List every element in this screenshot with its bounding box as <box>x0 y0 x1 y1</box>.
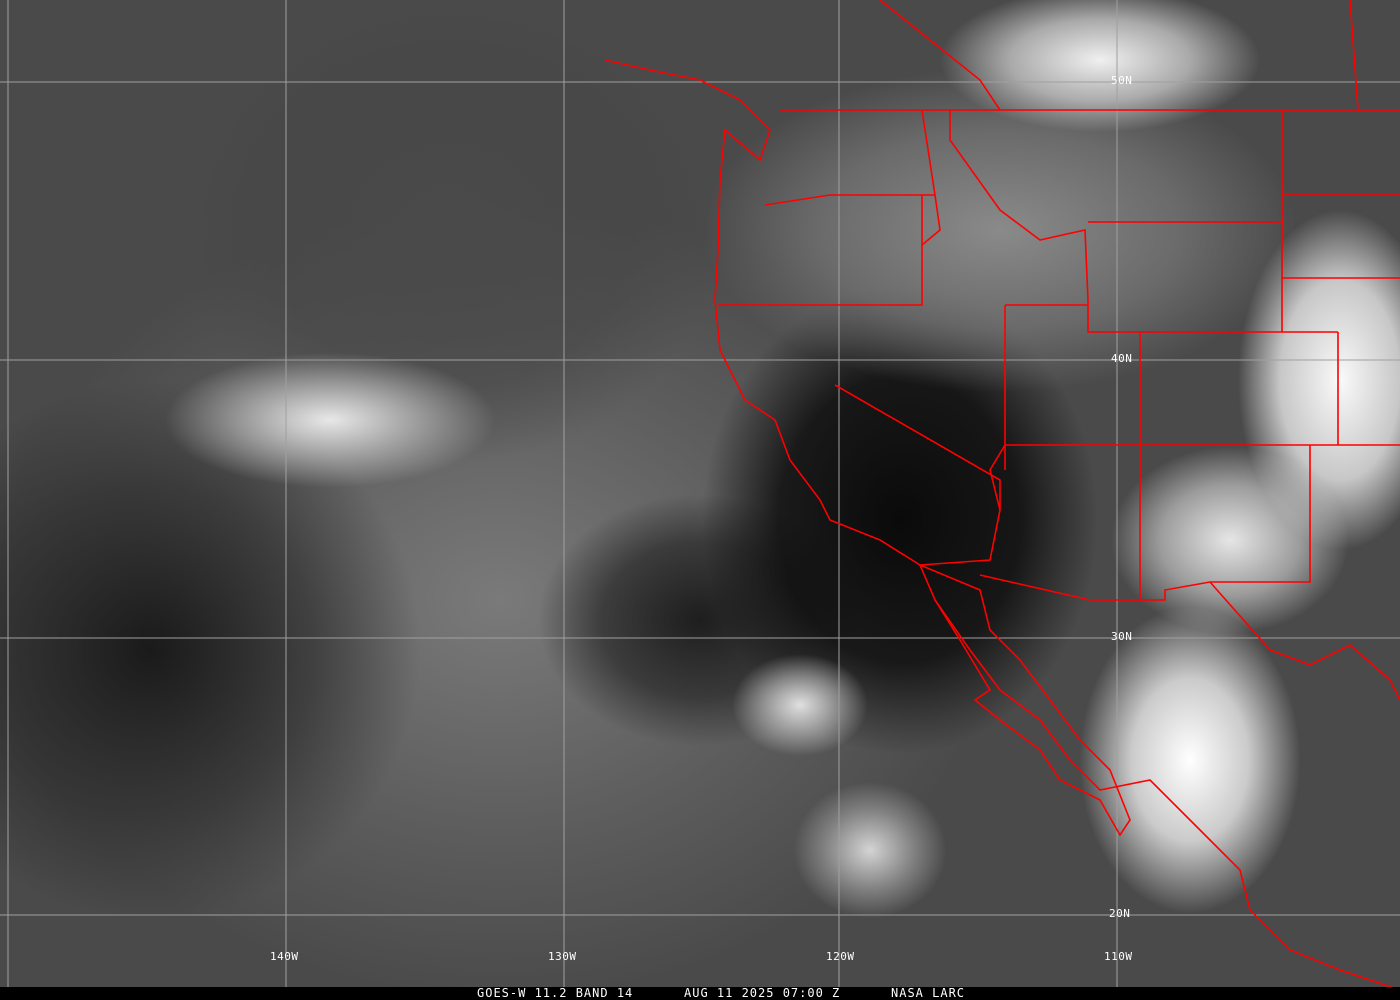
lon-label-120w: 120W <box>826 950 855 963</box>
lat-label-40n: 40N <box>1111 352 1133 365</box>
lat-label-50n: 50N <box>1111 74 1133 87</box>
baja-california <box>919 564 1131 837</box>
coastline-west <box>604 59 1400 991</box>
lat-label-30n: 30N <box>1111 630 1133 643</box>
lon-label-110w: 110W <box>1104 950 1133 963</box>
lon-label-130w: 130W <box>548 950 577 963</box>
caption-bar: GOES-W 11.2 BAND 14 AUG 11 2025 07:00 Z … <box>0 986 1400 1000</box>
state-borders <box>718 0 1400 701</box>
caption-product: GOES-W 11.2 BAND 14 <box>477 986 634 1000</box>
lat-label-20n: 20N <box>1109 907 1131 920</box>
caption-source: NASA LARC <box>891 986 966 1000</box>
caption-datetime: AUG 11 2025 07:00 Z <box>684 986 841 1000</box>
lon-label-140w: 140W <box>270 950 299 963</box>
political-borders <box>604 0 1400 991</box>
